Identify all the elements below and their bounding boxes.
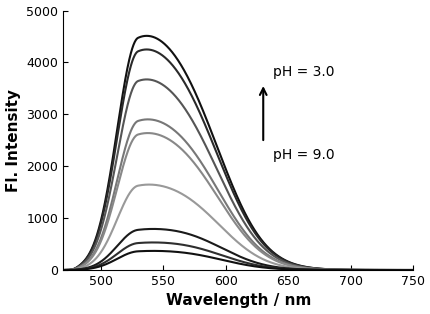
Y-axis label: Fl. Intensity: Fl. Intensity [6,89,21,192]
X-axis label: Wavelength / nm: Wavelength / nm [165,294,310,308]
Text: pH = 3.0: pH = 3.0 [273,65,334,79]
Text: pH = 9.0: pH = 9.0 [273,148,334,162]
